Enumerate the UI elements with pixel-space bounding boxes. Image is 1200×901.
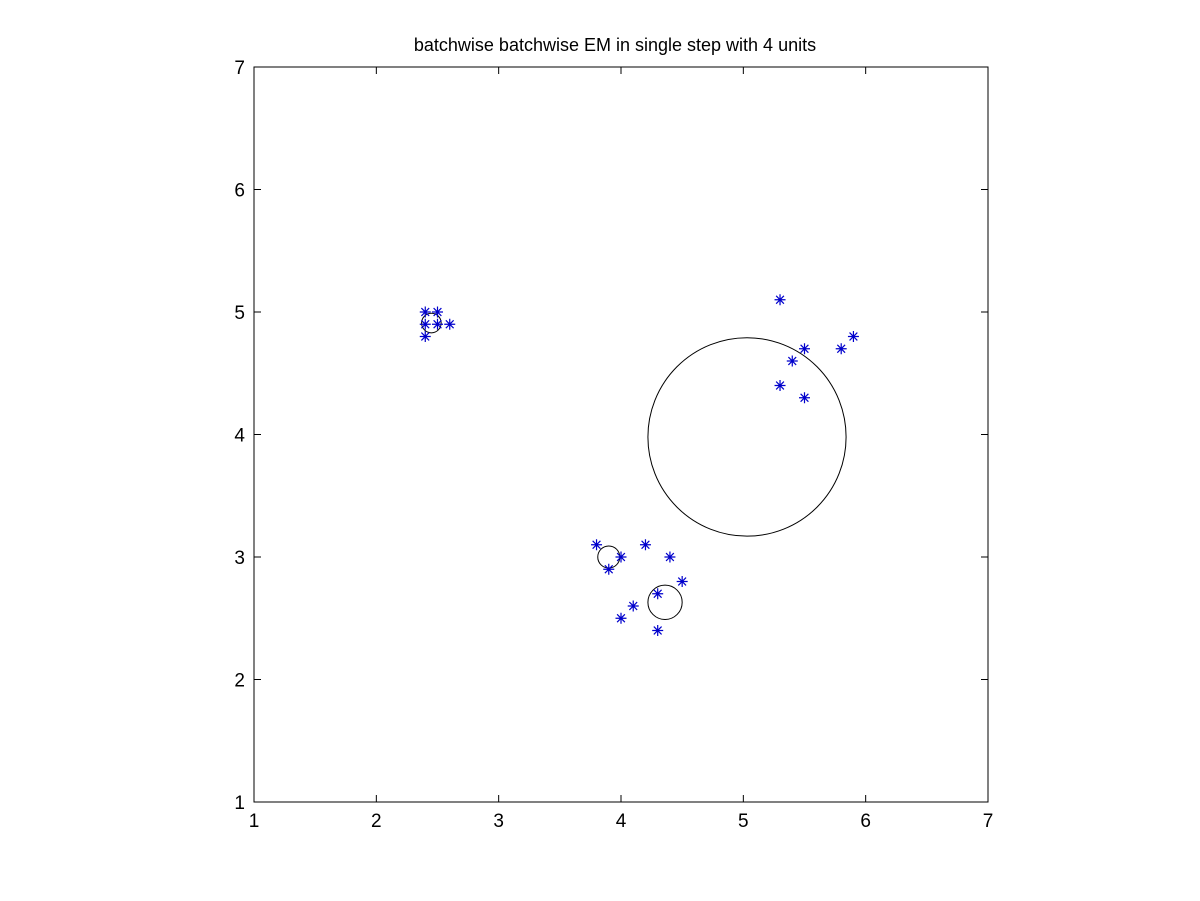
data-point-asterisk (419, 331, 431, 342)
data-points (419, 294, 859, 636)
data-point-asterisk (774, 380, 786, 391)
y-tick-label: 1 (234, 793, 245, 814)
x-tick-label: 3 (493, 811, 504, 832)
y-tick-label: 3 (234, 548, 245, 569)
y-tick-label: 2 (234, 671, 245, 692)
data-point-asterisk (847, 331, 859, 342)
data-point-asterisk (639, 539, 651, 551)
data-point-asterisk (676, 576, 688, 587)
unit-circles (421, 312, 847, 620)
data-point-asterisk (432, 318, 443, 330)
x-tick-label: 6 (860, 811, 871, 832)
chart-title: batchwise batchwise EM in single step wi… (414, 35, 816, 55)
data-point-asterisk (591, 539, 603, 551)
x-tick-label: 7 (983, 811, 994, 832)
x-tick-label: 4 (616, 811, 627, 832)
data-point-asterisk (799, 392, 810, 404)
y-tick-label: 6 (234, 181, 245, 202)
data-point-asterisk (664, 551, 676, 563)
data-point-asterisk (786, 355, 798, 367)
plot-area (253, 66, 989, 803)
unit-circle (647, 584, 683, 620)
data-point-asterisk (603, 563, 615, 575)
y-tick-label: 5 (234, 303, 245, 324)
unit-circle (647, 337, 847, 537)
unit-circle (421, 312, 442, 334)
data-point-asterisk (419, 318, 431, 330)
x-axis-tick-labels: 1 2 3 4 5 6 7 (249, 811, 994, 832)
y-tick-label: 7 (234, 58, 245, 79)
data-point-asterisk (432, 306, 443, 318)
data-point-asterisk (652, 588, 664, 600)
axis-ticks (253, 66, 989, 803)
data-point-asterisk (627, 600, 639, 612)
data-point-asterisk (444, 318, 456, 330)
x-tick-label: 5 (738, 811, 749, 832)
data-point-asterisk (615, 551, 627, 563)
data-point-asterisk (652, 625, 664, 636)
x-tick-label: 1 (249, 811, 260, 832)
data-point-asterisk (835, 343, 847, 355)
y-tick-label: 4 (234, 426, 245, 447)
data-point-asterisk (799, 343, 810, 355)
data-point-asterisk (615, 612, 627, 624)
x-tick-label: 2 (371, 811, 382, 832)
data-point-asterisk (419, 306, 431, 318)
y-axis-tick-labels: 1 2 3 4 5 6 7 (234, 58, 245, 814)
data-point-asterisk (774, 294, 786, 306)
